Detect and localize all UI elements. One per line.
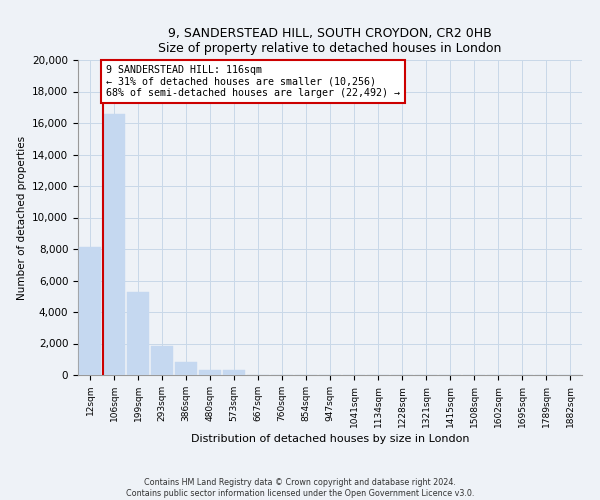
Y-axis label: Number of detached properties: Number of detached properties bbox=[17, 136, 26, 300]
Text: 9 SANDERSTEAD HILL: 116sqm
← 31% of detached houses are smaller (10,256)
68% of : 9 SANDERSTEAD HILL: 116sqm ← 31% of deta… bbox=[106, 64, 400, 98]
Text: Contains HM Land Registry data © Crown copyright and database right 2024.
Contai: Contains HM Land Registry data © Crown c… bbox=[126, 478, 474, 498]
Bar bbox=[199, 370, 221, 375]
Bar bbox=[127, 292, 149, 375]
X-axis label: Distribution of detached houses by size in London: Distribution of detached houses by size … bbox=[191, 434, 469, 444]
Bar bbox=[151, 346, 173, 375]
Bar bbox=[175, 362, 197, 375]
Bar bbox=[79, 248, 101, 375]
Bar bbox=[223, 370, 245, 375]
Bar bbox=[103, 114, 125, 375]
Title: 9, SANDERSTEAD HILL, SOUTH CROYDON, CR2 0HB
Size of property relative to detache: 9, SANDERSTEAD HILL, SOUTH CROYDON, CR2 … bbox=[158, 26, 502, 54]
